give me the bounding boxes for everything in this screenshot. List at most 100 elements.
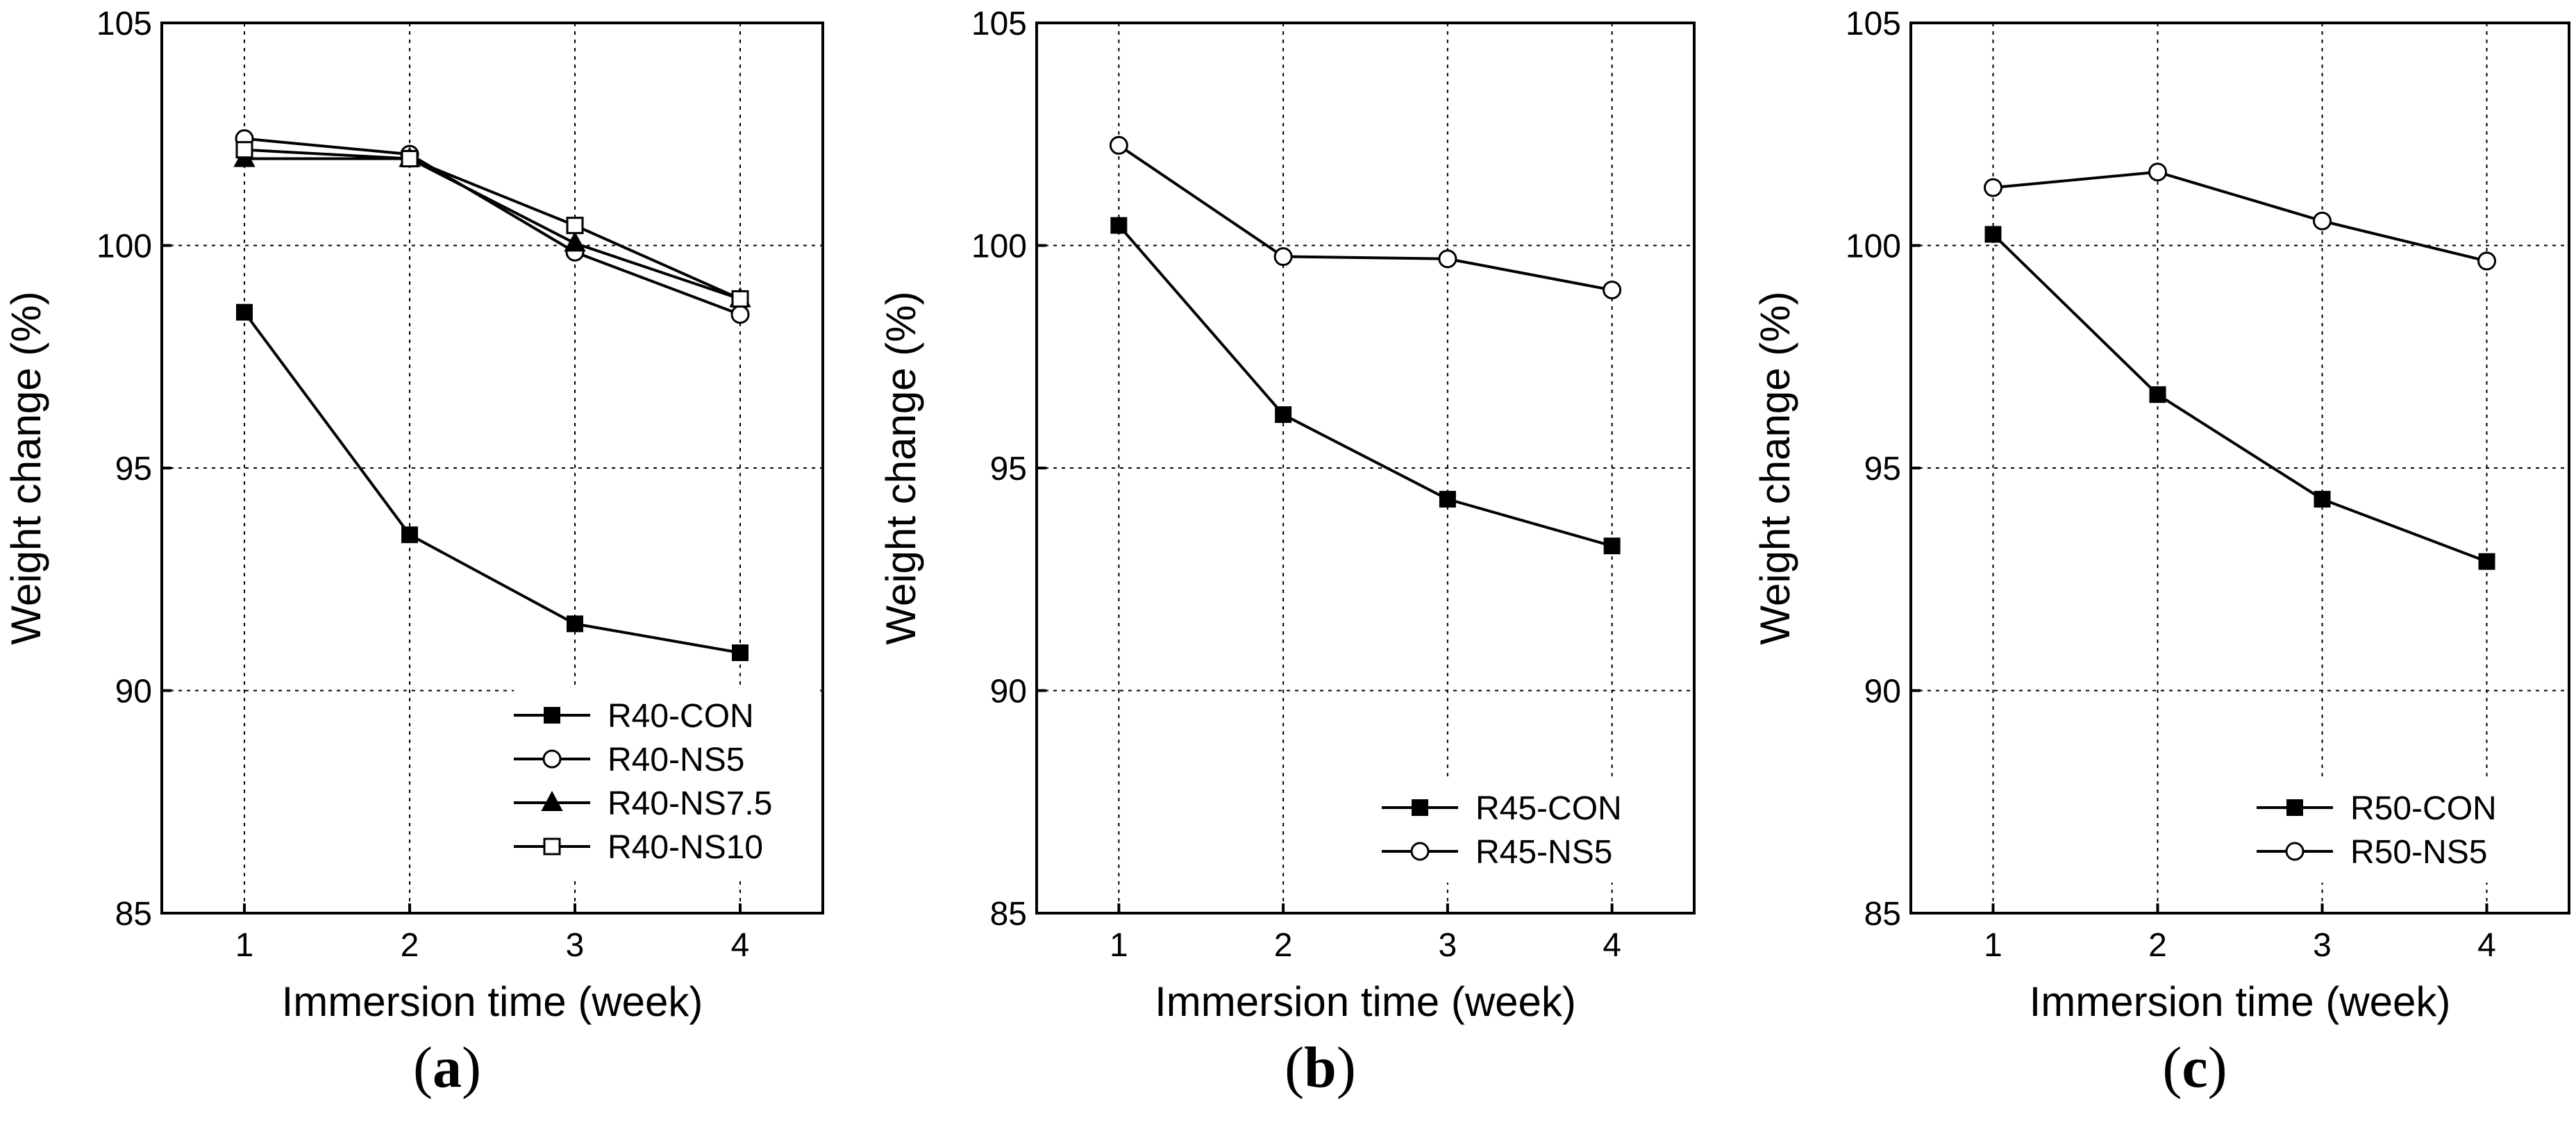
legend-label: R50-CON: [2350, 790, 2497, 827]
data-point: [401, 526, 418, 544]
series-line: [244, 148, 741, 301]
data-point: [731, 290, 749, 308]
y-tick-label: 85: [115, 896, 152, 933]
data-point: [1439, 490, 1456, 508]
y-tick-label: 85: [1864, 896, 1901, 933]
series-R40-NS7.5: [233, 147, 751, 308]
legend: R40-CON R40-NS5 R40-NS7.5 R40-NS10: [514, 698, 772, 866]
y-tick-label: 90: [990, 674, 1027, 710]
legend-marker: [541, 790, 563, 811]
data-point: [1110, 217, 1128, 234]
data-point: [1275, 406, 1292, 424]
y-tick-label: 95: [990, 451, 1027, 487]
plot-frame: [160, 22, 824, 915]
legend-background: [2257, 781, 2566, 883]
y-tick-label: 105: [1846, 6, 1901, 42]
data-point: [401, 150, 419, 168]
x-tick-label: 4: [731, 927, 750, 964]
legend-item: R50-CON: [2257, 790, 2497, 827]
legend-item: R40-NS10: [514, 829, 763, 866]
y-tick-label: 85: [990, 896, 1027, 933]
series-R40-CON: [236, 303, 748, 662]
series-R45-NS5: [1109, 135, 1622, 300]
panel-caption: (b): [1285, 1035, 1356, 1100]
data-point: [1273, 247, 1293, 267]
plot-frame: [1909, 22, 2570, 915]
y-tick-label: 95: [115, 451, 152, 487]
x-tick-label: 2: [1274, 927, 1293, 964]
chart-panel-a: 1 2 3 4 85 90 95 100 105 Immersion time (week) Wei…: [3, 6, 824, 1100]
x-tick-label: 2: [2148, 927, 2167, 964]
legend-label: R45-CON: [1475, 790, 1622, 827]
legend-marker: [544, 707, 560, 724]
legend-item: R40-NS5: [514, 742, 744, 778]
y-tick-label: 95: [1864, 451, 1901, 487]
x-tick-label: 1: [235, 927, 254, 964]
legend-marker: [542, 749, 562, 769]
data-point: [732, 644, 748, 662]
legend-item: R40-NS7.5: [514, 785, 772, 822]
legend-label: R40-NS7.5: [608, 785, 772, 822]
axis-ticks: 1 2 3 4 85 90 95 100 105: [97, 6, 749, 964]
data-point: [2148, 162, 2167, 182]
legend-marker: [2285, 842, 2305, 861]
axis-ticks: 1 2 3 4 85 90 95 100 105: [1846, 6, 2496, 964]
y-tick-label: 100: [97, 228, 152, 265]
y-axis-title: Weight change (%): [878, 291, 924, 644]
x-tick-label: 3: [566, 927, 585, 964]
series-R50-CON: [1984, 226, 2495, 570]
data-point: [1109, 135, 1128, 155]
x-axis-title: Immersion time (week): [1155, 978, 1576, 1025]
x-axis-title: Immersion time (week): [2030, 978, 2451, 1025]
data-point: [1984, 226, 2002, 243]
legend-marker: [1410, 842, 1430, 861]
plot-frame: [1035, 22, 1696, 915]
y-tick-label: 100: [1846, 228, 1901, 265]
legend-label: R40-CON: [608, 698, 754, 735]
x-tick-label: 3: [2313, 927, 2332, 964]
legend-label: R50-NS5: [2350, 834, 2487, 871]
data-point: [1438, 249, 1457, 269]
legend-item: R40-CON: [514, 698, 754, 735]
legend-marker: [1412, 799, 1428, 816]
data-point: [2314, 490, 2331, 508]
data-point: [730, 305, 750, 324]
legend-marker: [2286, 799, 2303, 816]
legend: R50-CON R50-NS5: [2257, 790, 2497, 871]
series-line: [244, 137, 741, 316]
series-line: [1992, 233, 2488, 563]
y-tick-label: 90: [1864, 674, 1901, 710]
grid-lines: [1911, 23, 2569, 913]
series-R40-NS10: [235, 141, 749, 308]
panel-caption: (a): [413, 1035, 481, 1100]
panel-caption: (c): [2162, 1035, 2227, 1100]
x-tick-label: 2: [401, 927, 419, 964]
series-line: [1118, 144, 1612, 292]
legend-label: R40-NS5: [608, 742, 744, 778]
y-tick-label: 90: [115, 674, 152, 710]
data-point: [564, 231, 586, 252]
series-line: [244, 157, 741, 301]
x-tick-label: 4: [1603, 927, 1621, 964]
data-point: [566, 217, 584, 235]
legend-item: R45-NS5: [1382, 834, 1612, 871]
legend-label: R45-NS5: [1475, 834, 1612, 871]
data-point: [236, 303, 253, 321]
y-tick-label: 100: [971, 228, 1027, 265]
series-R50-NS5: [1984, 162, 2496, 271]
data-point: [235, 141, 253, 159]
legend-label: R40-NS10: [608, 829, 763, 866]
y-axis-title: Weight change (%): [3, 291, 49, 644]
data-point: [1603, 281, 1622, 300]
axis-ticks: 1 2 3 4 85 90 95 100 105: [971, 6, 1621, 964]
data-point: [2477, 251, 2496, 271]
data-point: [1984, 178, 2002, 197]
data-point: [2313, 211, 2332, 231]
data-point: [2149, 386, 2166, 403]
legend-item: R50-NS5: [2257, 834, 2487, 871]
chart-panel-b: 1 2 3 4 85 90 95 100 105 Immersion time (week) Wei…: [878, 6, 1696, 1100]
y-axis-title: Weight change (%): [1752, 291, 1798, 644]
legend-item: R45-CON: [1382, 790, 1622, 827]
x-tick-label: 1: [1984, 927, 2002, 964]
